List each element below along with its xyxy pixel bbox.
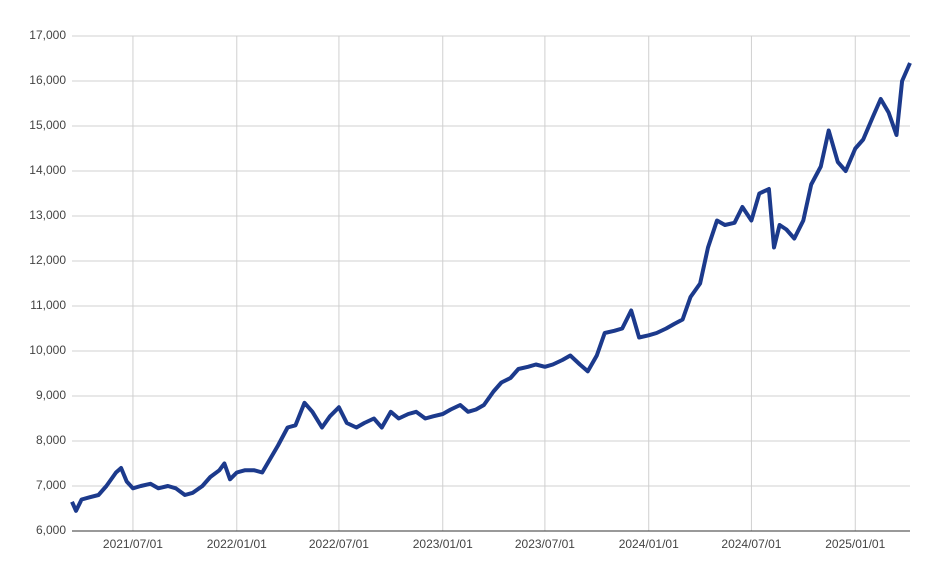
y-tick-label: 9,000 [36, 388, 66, 402]
series-line [70, 62, 912, 513]
y-tick-label: 10,000 [29, 343, 66, 357]
y-tick-label: 11,000 [30, 298, 66, 312]
y-tick-label: 7,000 [36, 478, 66, 492]
y-tick-label: 15,000 [29, 118, 66, 132]
y-tick-label: 16,000 [29, 73, 66, 87]
x-tick-label: 2022/01/01 [207, 537, 267, 551]
y-tick-label: 12,000 [29, 253, 66, 267]
x-tick-label: 2023/01/01 [413, 537, 473, 551]
y-tick-label: 14,000 [29, 163, 66, 177]
y-tick-label: 6,000 [36, 523, 66, 537]
x-tick-label: 2021/07/01 [103, 537, 163, 551]
x-tick-label: 2025/01/01 [825, 537, 885, 551]
x-tick-label: 2024/07/01 [721, 537, 781, 551]
y-tick-label: 13,000 [29, 208, 66, 222]
y-tick-label: 17,000 [29, 28, 66, 42]
x-tick-label: 2023/07/01 [515, 537, 575, 551]
x-tick-label: 2022/07/01 [309, 537, 369, 551]
y-tick-label: 8,000 [36, 433, 66, 447]
x-tick-label: 2024/01/01 [619, 537, 679, 551]
